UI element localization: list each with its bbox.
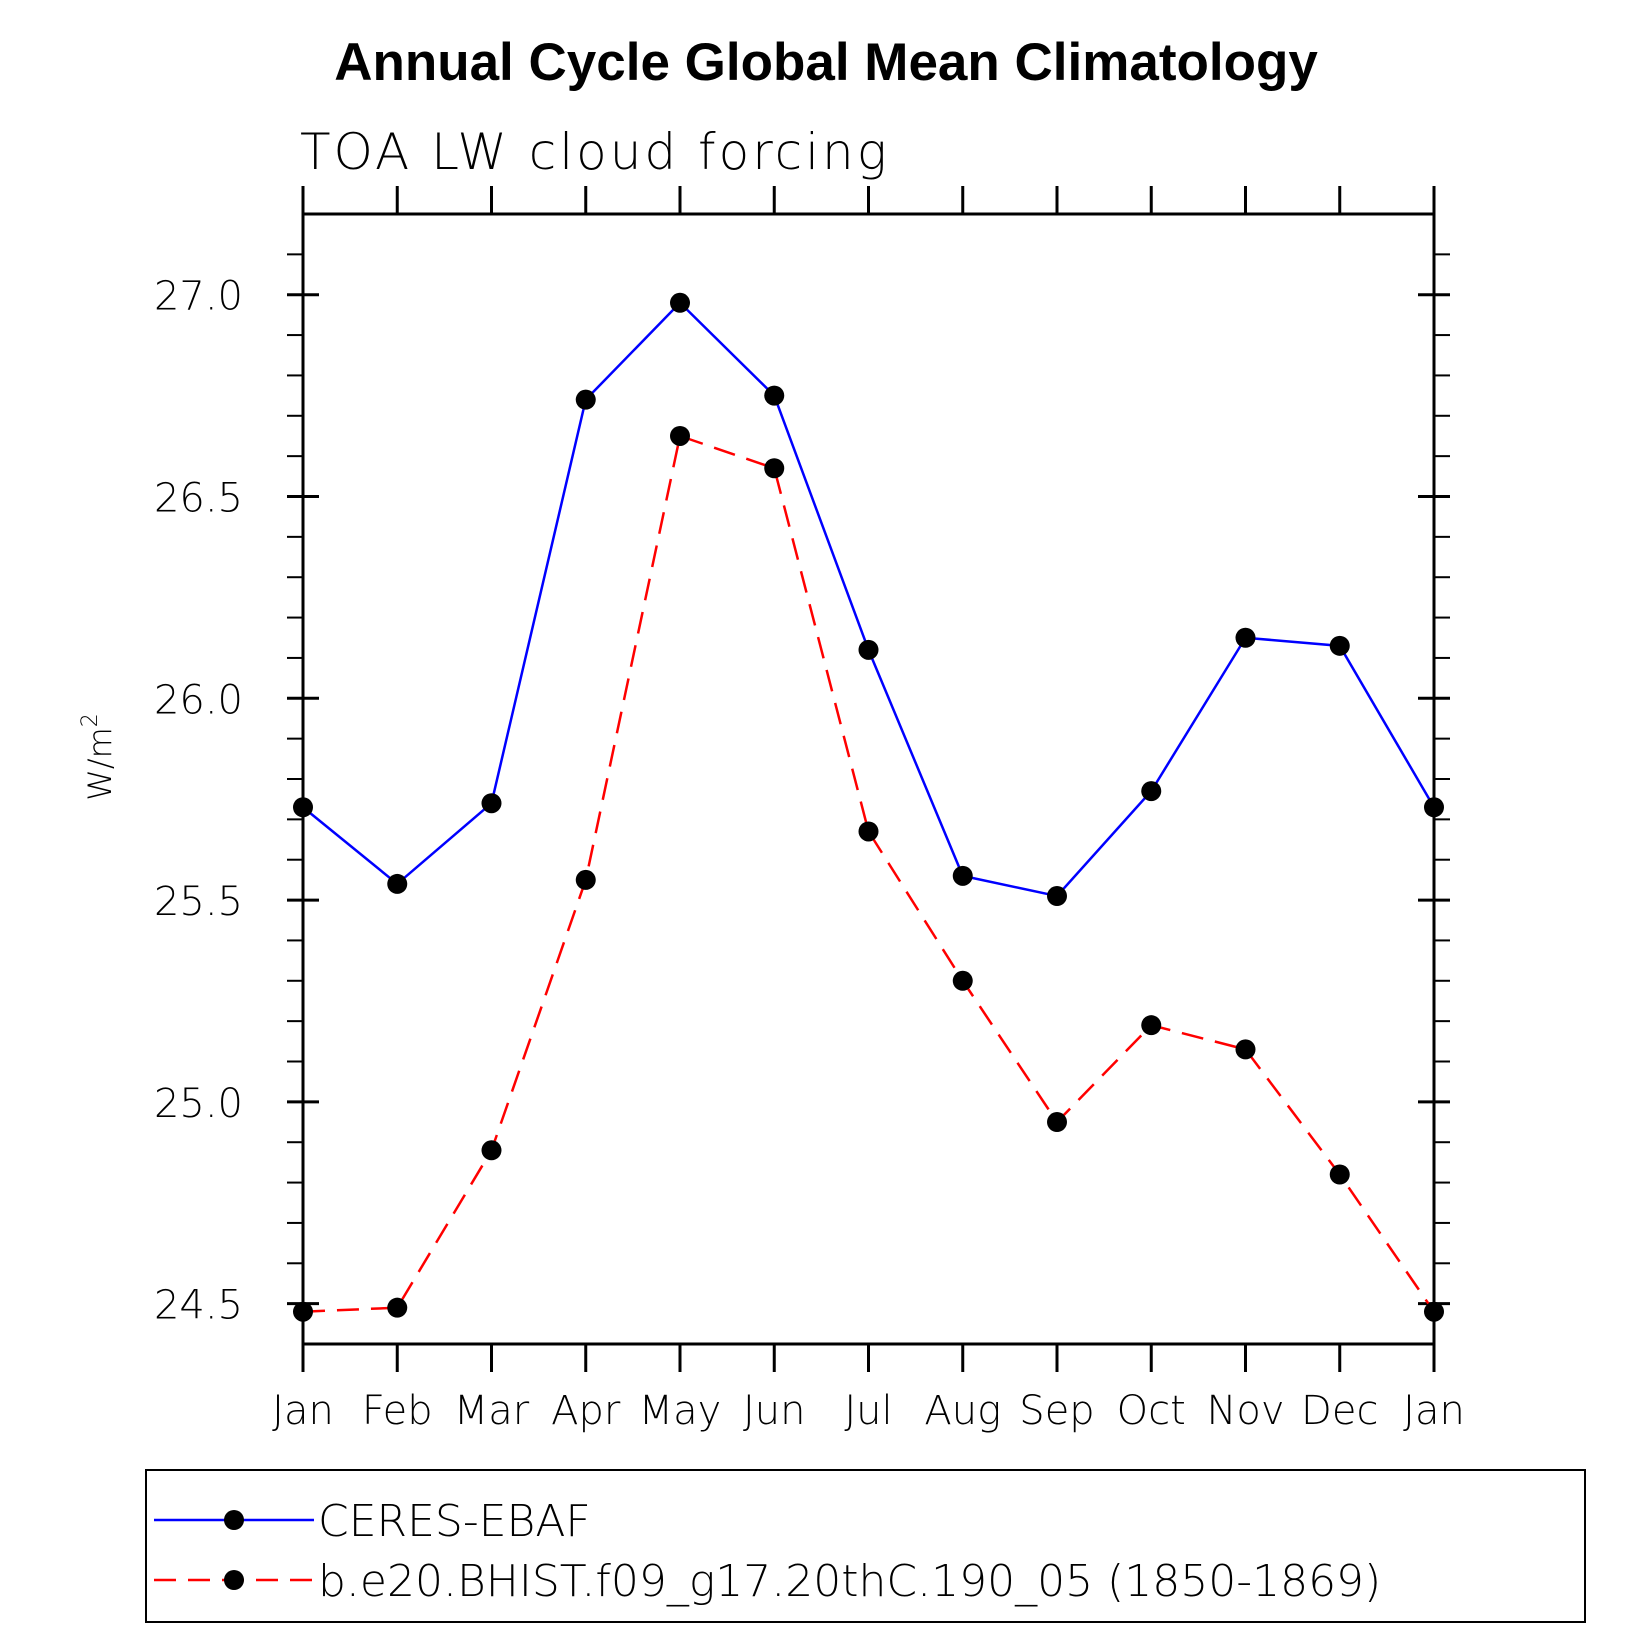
x-tick-label: Jan — [1403, 1388, 1465, 1434]
x-tick-label: Feb — [362, 1388, 433, 1434]
legend: CERES-EBAF b.e20.BHIST.f09_g17.20thC.190_… — [145, 1469, 1586, 1623]
series-2-point — [764, 458, 785, 479]
x-tick-label: Jul — [844, 1388, 892, 1434]
series-1-point — [387, 873, 408, 894]
series-2-point — [1141, 1015, 1162, 1036]
x-tick-label: Nov — [1206, 1388, 1284, 1434]
series-2-point — [575, 869, 596, 890]
series-line-1 — [302, 301, 1436, 898]
y-tick-label: 24.5 — [154, 1283, 243, 1329]
x-tick-label: Mar — [454, 1388, 530, 1434]
x-tick-label: May — [639, 1388, 722, 1434]
series-2-point — [952, 970, 973, 991]
series-1-point — [952, 865, 973, 886]
series-2-point — [670, 425, 690, 446]
y-tick-label: 26.5 — [154, 476, 243, 522]
series-2-point — [293, 1301, 313, 1322]
series-1-point — [764, 385, 785, 406]
x-tick-label: Aug — [924, 1388, 1001, 1434]
series-1-point — [670, 292, 690, 313]
x-tick-label: Jan — [272, 1388, 334, 1434]
legend-marker-1 — [224, 1510, 244, 1530]
plot-frame — [301, 212, 1436, 1346]
plot-axes: Jan Feb Mar Apr May Jun Jul Aug Sep Oct Nov Dec Jan 2… — [154, 186, 1465, 1434]
y-tick-label: 27.0 — [154, 274, 243, 320]
series-1-point — [1424, 797, 1444, 818]
chart-title: Annual Cycle Global Mean Climatology — [334, 33, 1318, 92]
series-2-point — [481, 1140, 502, 1161]
series-1-point — [481, 793, 502, 814]
series-2-point — [1329, 1164, 1350, 1185]
x-tick-label: Apr — [551, 1388, 621, 1434]
series-2-point — [1047, 1112, 1067, 1133]
x-tick-label: Oct — [1117, 1388, 1186, 1434]
legend-box — [145, 1469, 1586, 1623]
legend-items: CERES-EBAF b.e20.BHIST.f09_g17.20thC.190_… — [154, 1496, 1381, 1607]
series-1-point — [1047, 886, 1067, 907]
y-axis-label: W/m2 — [78, 713, 119, 801]
series-1-point — [293, 797, 313, 818]
x-tick-label: Dec — [1301, 1388, 1378, 1434]
series-1-point — [575, 389, 596, 410]
legend-marker-2 — [224, 1570, 244, 1590]
series-1-point — [858, 639, 879, 660]
y-axis-label-text: W/m — [81, 727, 119, 801]
x-tick-label: Sep — [1019, 1388, 1094, 1434]
series-2-point — [1235, 1039, 1256, 1060]
legend-label-1: CERES-EBAF — [318, 1496, 591, 1547]
series-2-point — [387, 1297, 408, 1318]
chart-subtitle: TOA LW cloud forcing — [300, 123, 890, 181]
series-1-point — [1141, 781, 1162, 802]
series-2-point — [858, 821, 879, 842]
y-tick-label: 25.5 — [154, 879, 243, 925]
y-tick-label: 25.0 — [154, 1081, 243, 1127]
plot-series — [293, 292, 1444, 1322]
series-1-point — [1329, 635, 1350, 656]
series-line-2 — [302, 434, 1436, 1313]
series-2-point — [1424, 1301, 1444, 1322]
legend-label-2: b.e20.BHIST.f09_g17.20thC.190_05 (1850-1… — [318, 1556, 1381, 1607]
x-tick-label: Jun — [743, 1388, 806, 1434]
y-tick-label: 26.0 — [154, 677, 243, 723]
y-axis-label-superscript: 2 — [78, 713, 103, 727]
series-1-point — [1235, 627, 1256, 648]
